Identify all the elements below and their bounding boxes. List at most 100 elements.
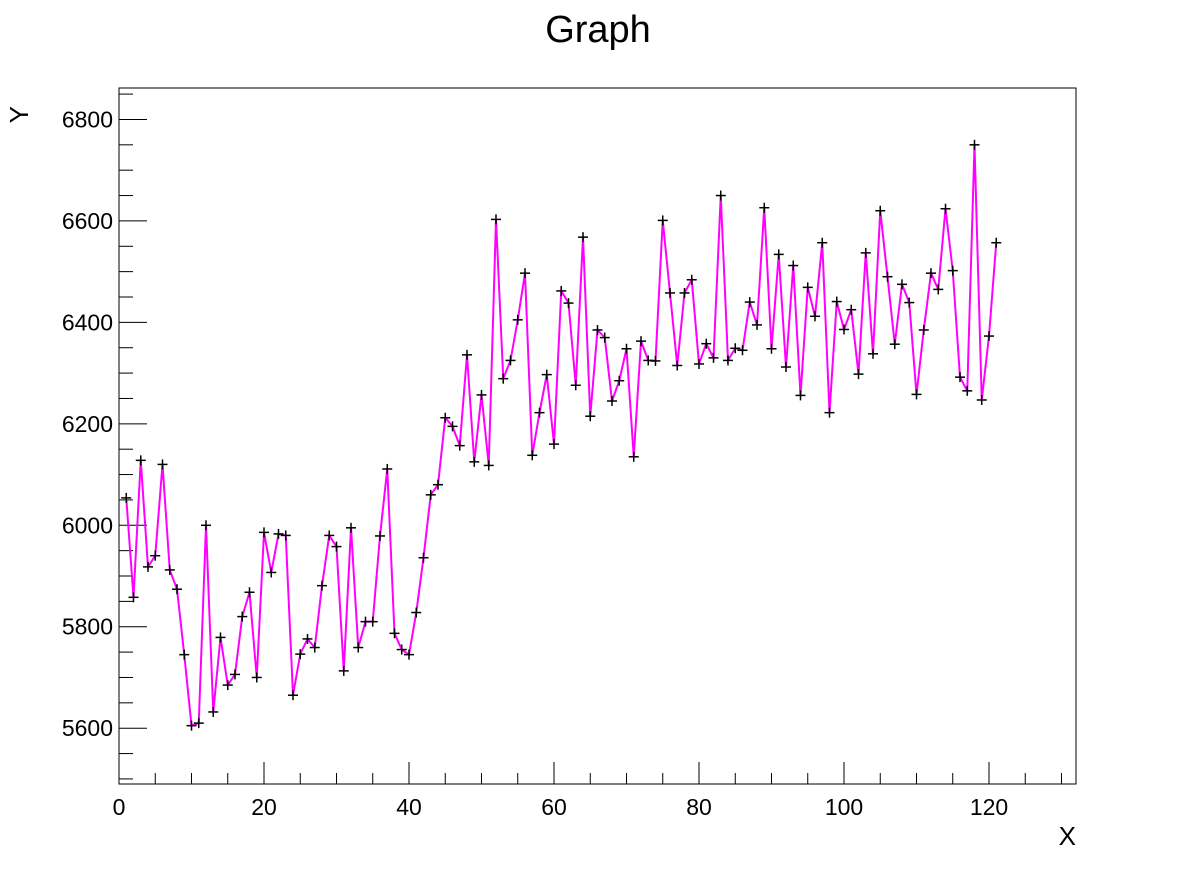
data-point (244, 587, 255, 598)
data-point (222, 680, 233, 691)
data-point (534, 407, 545, 418)
data-point (302, 633, 313, 644)
data-point (773, 249, 784, 260)
data-point (186, 720, 197, 731)
data-point (810, 311, 820, 322)
data-point (679, 287, 690, 298)
data-point (585, 411, 596, 422)
data-point (483, 460, 494, 471)
data-point (309, 642, 320, 653)
data-point (730, 343, 741, 354)
data-point (251, 672, 262, 683)
data-point (520, 268, 530, 279)
data-point (172, 584, 182, 595)
x-axis: 0 20 40 60 80 100 120 (113, 762, 1062, 820)
data-point (556, 285, 567, 296)
data-point (607, 395, 617, 406)
data-point (846, 304, 857, 315)
x-axis-title: X (1059, 821, 1076, 851)
data-point (578, 232, 588, 243)
data-point (121, 492, 132, 503)
data-point (947, 265, 958, 276)
data-point (346, 522, 356, 533)
data-point (404, 649, 414, 660)
data-point (694, 358, 704, 369)
plot-frame (118, 87, 1077, 785)
data-point (454, 440, 465, 451)
data-point (411, 607, 422, 618)
series-line (125, 144, 998, 728)
data-point (708, 352, 719, 363)
x-tick-label: 120 (970, 794, 1008, 820)
data-point (164, 564, 175, 575)
data-point (824, 407, 835, 418)
data-point (143, 561, 153, 572)
data-point (991, 237, 1002, 248)
y-tick-label: 5800 (62, 614, 113, 640)
data-point (752, 319, 762, 330)
data-point (621, 343, 632, 354)
data-point (969, 139, 980, 150)
data-point (889, 339, 900, 350)
data-point (766, 343, 777, 354)
data-point (563, 298, 574, 309)
data-point (259, 527, 269, 538)
data-point (498, 373, 509, 384)
data-point (150, 550, 161, 561)
data-point (128, 592, 139, 603)
data-point (723, 355, 733, 366)
data-point (157, 459, 168, 470)
data-markers (121, 139, 1002, 731)
data-point (295, 649, 306, 660)
data-point (802, 282, 813, 293)
data-point (795, 390, 806, 401)
data-point (469, 456, 480, 467)
data-point (135, 455, 146, 466)
y-tick-label: 6000 (62, 512, 113, 538)
data-point (672, 360, 683, 371)
x-tick-label: 20 (251, 794, 277, 820)
data-point (984, 331, 994, 342)
data-point (788, 260, 799, 271)
data-point (737, 345, 748, 356)
x-tick-label: 80 (686, 794, 712, 820)
data-point (230, 669, 240, 680)
data-point (280, 530, 291, 541)
data-point (868, 348, 878, 359)
y-tick-label: 6800 (62, 106, 113, 132)
x-tick-label: 40 (396, 794, 422, 820)
data-point (744, 297, 755, 308)
data-point (396, 644, 407, 655)
data-point (701, 338, 712, 349)
data-point (382, 463, 393, 474)
data-point (904, 297, 915, 308)
data-point (375, 530, 385, 541)
data-point (831, 296, 842, 307)
data-point (759, 202, 770, 213)
data-point (215, 632, 226, 643)
data-point (962, 385, 973, 396)
data-point (179, 649, 190, 660)
data-point (570, 380, 581, 391)
data-point (440, 412, 451, 423)
data-point (875, 205, 886, 216)
y-tick-label: 6400 (62, 309, 113, 335)
data-point (599, 332, 610, 343)
data-point (201, 520, 211, 531)
data-point (628, 451, 639, 462)
data-point (208, 706, 219, 717)
data-point (853, 369, 864, 380)
data-point (976, 394, 987, 405)
data-point (266, 567, 277, 578)
data-point (650, 355, 661, 366)
data-point (549, 439, 559, 450)
y-axis: 5600 5800 6000 6200 6400 6600 6800 (62, 93, 147, 780)
data-point (425, 489, 436, 500)
data-point (817, 237, 828, 248)
data-point (389, 628, 400, 639)
data-point (715, 190, 726, 201)
data-point (665, 287, 675, 298)
data-point (933, 284, 944, 295)
data-point (897, 279, 907, 290)
